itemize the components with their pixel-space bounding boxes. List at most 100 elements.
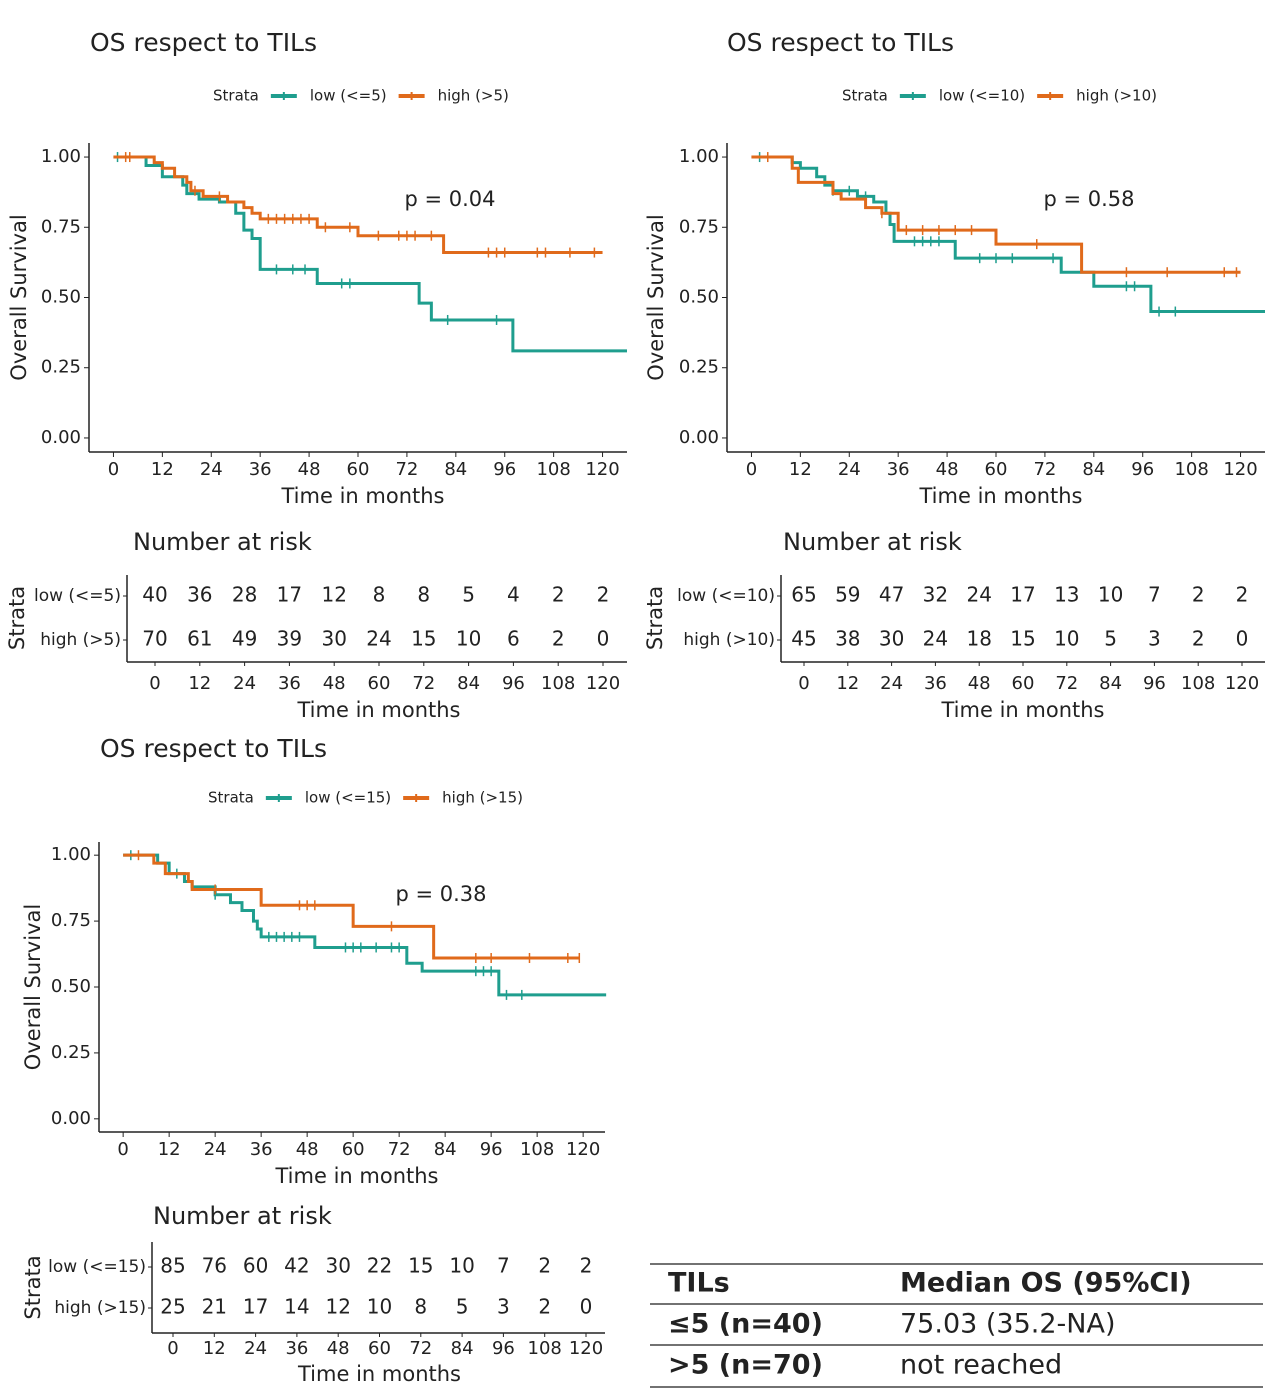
risk-count: 7 (1148, 583, 1161, 607)
risk-count: 25 (160, 1295, 185, 1319)
risk-count: 8 (414, 1295, 427, 1319)
risk-count: 4 (507, 583, 520, 607)
risk-x-tick-label: 120 (1225, 673, 1259, 694)
x-tick-label: 36 (249, 459, 272, 480)
x-axis-label: Time in months (919, 484, 1083, 508)
risk-count: 76 (202, 1254, 227, 1278)
risk-count: 47 (879, 583, 904, 607)
risk-count: 24 (366, 627, 391, 651)
risk-x-label: Time in months (297, 698, 461, 722)
risk-count: 2 (1236, 583, 1249, 607)
x-tick-label: 48 (296, 1139, 319, 1160)
risk-x-tick-label: 96 (492, 1338, 515, 1359)
x-tick-label: 12 (151, 459, 174, 480)
risk-title: Number at risk (133, 528, 312, 556)
risk-count: 2 (597, 583, 610, 607)
chart-title: OS respect to TILs (90, 28, 317, 57)
risk-x-tick-label: 108 (1181, 673, 1215, 694)
risk-row-label: high (>15) (54, 1298, 146, 1318)
risk-x-tick-label: 60 (368, 1338, 391, 1359)
x-tick-label: 24 (838, 459, 861, 480)
risk-count: 0 (597, 627, 610, 651)
risk-x-tick-label: 84 (1099, 673, 1122, 694)
risk-x-tick-label: 48 (968, 673, 991, 694)
y-axis-label: Overall Survival (644, 214, 668, 380)
risk-count: 70 (142, 627, 167, 651)
x-tick-label: 24 (204, 1139, 227, 1160)
risk-title: Number at risk (153, 1202, 332, 1230)
legend-label: high (>5) (438, 87, 509, 105)
risk-row-label: high (>10) (683, 630, 775, 650)
risk-count: 3 (497, 1295, 510, 1319)
risk-count: 32 (923, 583, 948, 607)
risk-count: 39 (277, 627, 302, 651)
risk-x-tick-label: 24 (233, 673, 256, 694)
risk-count: 3 (1148, 627, 1161, 651)
x-tick-label: 108 (1174, 459, 1208, 480)
risk-title: Number at risk (783, 528, 962, 556)
risk-count: 2 (552, 627, 565, 651)
risk-count: 0 (1236, 627, 1249, 651)
legend-title: Strata (842, 87, 888, 105)
risk-count: 30 (879, 627, 904, 651)
risk-count: 15 (1010, 627, 1035, 651)
risk-count: 65 (791, 583, 816, 607)
x-tick-label: 48 (936, 459, 959, 480)
y-tick-label: 0.00 (41, 427, 81, 448)
x-tick-label: 0 (108, 459, 119, 480)
risk-x-tick-label: 12 (188, 673, 211, 694)
x-tick-label: 72 (388, 1139, 411, 1160)
x-tick-label: 24 (200, 459, 223, 480)
risk-count: 30 (325, 1254, 350, 1278)
x-tick-label: 72 (395, 459, 418, 480)
risk-count: 12 (321, 583, 346, 607)
legend-label: high (>10) (1076, 87, 1157, 105)
table-cell: >5 (n=70) (668, 1350, 823, 1381)
risk-x-tick-label: 12 (203, 1338, 226, 1359)
survival-curve (751, 155, 1265, 314)
table-cell: 75.03 (35.2-NA) (900, 1309, 1115, 1340)
risk-count: 22 (367, 1254, 392, 1278)
x-tick-label: 84 (1082, 459, 1105, 480)
x-tick-label: 0 (746, 459, 757, 480)
risk-count: 36 (187, 583, 212, 607)
risk-x-tick-label: 96 (1143, 673, 1166, 694)
y-tick-label: 0.00 (679, 427, 719, 448)
risk-count: 0 (580, 1295, 593, 1319)
table-cell: ≤5 (n=40) (668, 1309, 823, 1340)
risk-count: 10 (456, 627, 481, 651)
y-tick-label: 1.00 (41, 146, 81, 167)
risk-count: 18 (966, 627, 991, 651)
risk-count: 30 (321, 627, 346, 651)
x-tick-label: 96 (493, 459, 516, 480)
x-tick-label: 120 (585, 459, 619, 480)
risk-count: 10 (367, 1295, 392, 1319)
risk-x-tick-label: 12 (836, 673, 859, 694)
risk-x-tick-label: 24 (244, 1338, 267, 1359)
risk-count: 10 (1098, 583, 1123, 607)
x-tick-label: 12 (158, 1139, 181, 1160)
risk-count: 38 (835, 627, 860, 651)
risk-count: 61 (187, 627, 212, 651)
legend-title: Strata (208, 789, 254, 807)
risk-count: 24 (923, 627, 948, 651)
x-tick-label: 60 (985, 459, 1008, 480)
risk-count: 15 (411, 627, 436, 651)
risk-row-label: low (<=10) (677, 586, 775, 606)
y-tick-label: 1.00 (51, 844, 91, 865)
risk-count: 85 (160, 1254, 185, 1278)
risk-count: 2 (552, 583, 565, 607)
y-tick-label: 0.50 (41, 287, 81, 308)
risk-count: 12 (325, 1295, 350, 1319)
risk-count: 2 (538, 1295, 551, 1319)
table-header: Median OS (95%CI) (900, 1268, 1192, 1299)
p-value: p = 0.04 (404, 187, 495, 211)
p-value: p = 0.58 (1043, 187, 1134, 211)
risk-row-label: low (<=15) (48, 1257, 146, 1277)
y-axis-label: Overall Survival (7, 214, 31, 380)
y-tick-label: 0.75 (51, 910, 91, 931)
survival-curve (123, 853, 580, 960)
risk-count: 10 (449, 1254, 474, 1278)
